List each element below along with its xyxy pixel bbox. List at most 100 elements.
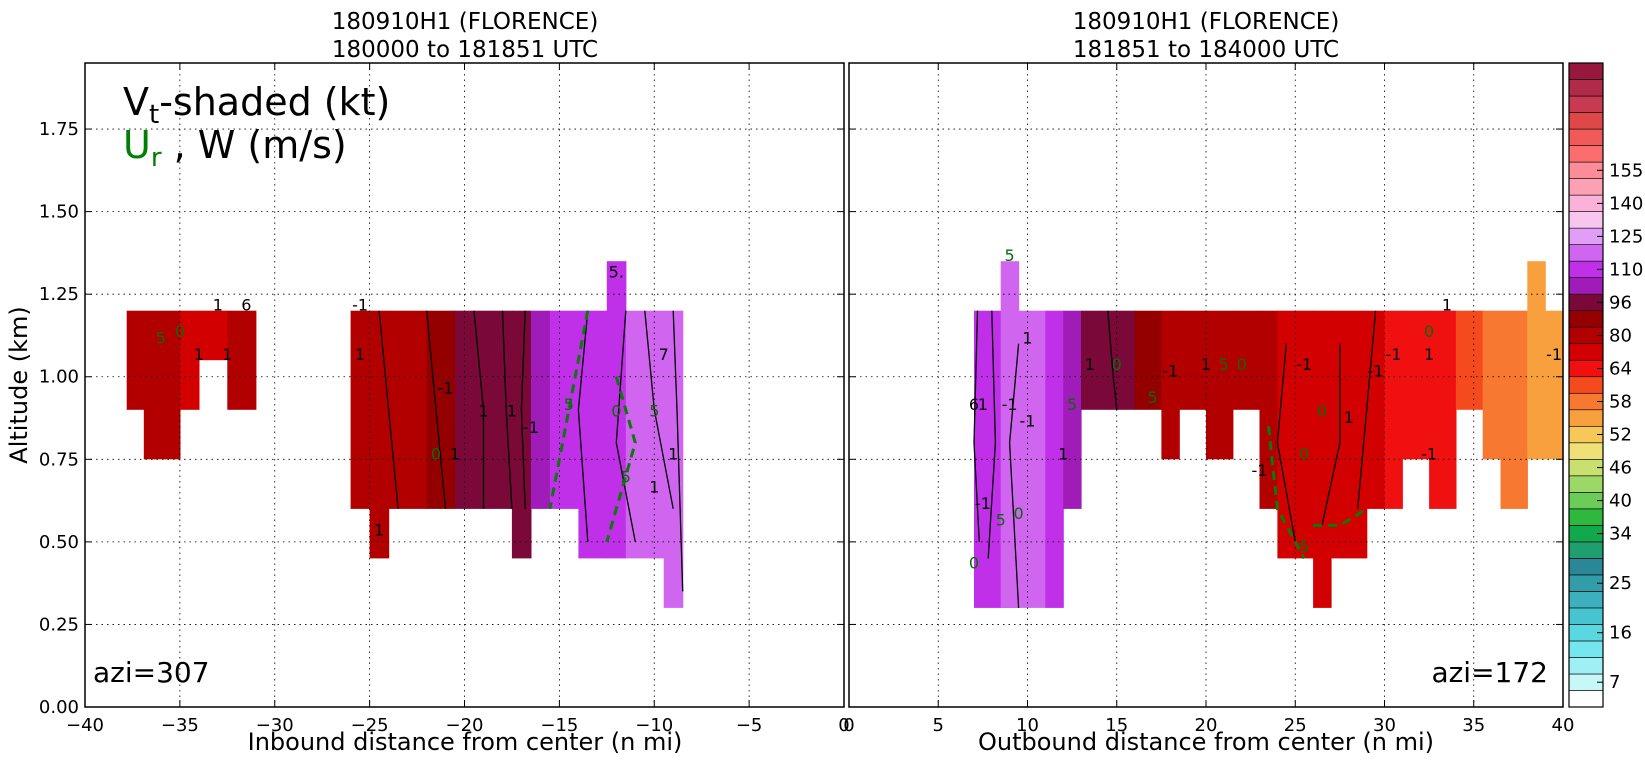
contour-label: -1 <box>1252 461 1268 480</box>
contour-label: -1 <box>1162 362 1178 381</box>
contour-label: 1 <box>213 296 223 315</box>
contour-label: 1 <box>1085 355 1095 374</box>
vt-cell <box>606 261 627 559</box>
vt-cell <box>143 310 181 460</box>
colorbar-swatch <box>1568 112 1604 130</box>
colorbar-swatch <box>1568 558 1604 576</box>
left-axis-ticks: −40 −35 −30 −25 −20 −15 −10 −5 0 0.00 0.25 0.50 0.75… <box>39 63 850 736</box>
x-tick-label: 35 <box>1462 715 1485 736</box>
colorbar-swatch <box>1568 128 1604 146</box>
vt-cell <box>1179 310 1207 410</box>
w-contour <box>1008 343 1020 608</box>
legend-text: Vt-shaded (kt) Ur , W (m/s) <box>123 80 390 173</box>
vt-cell <box>1063 310 1082 509</box>
x-tick-label: 30 <box>1373 715 1396 736</box>
colorbar-tick-label: 80 <box>1609 326 1632 347</box>
x-tick-label: 20 <box>1195 715 1218 736</box>
x-tick-label: 0 <box>838 715 849 736</box>
x-tick-label: 5 <box>933 715 944 736</box>
contour-label: 0 <box>1014 504 1024 523</box>
right-panel: 180910H1 (FLORENCE) 181851 to 184000 UTC… <box>843 9 1574 756</box>
x-tick-label: 15 <box>1105 715 1128 736</box>
contour-label: 1 <box>355 345 365 364</box>
colorbar-tick-label: 16 <box>1609 623 1632 644</box>
contour-label: 0 <box>1237 355 1247 374</box>
right-azimuth-label: azi=172 <box>1431 656 1548 689</box>
left-y-axis-label: Altitude (km) <box>5 306 33 463</box>
contour-label: -1 <box>1421 444 1437 463</box>
y-tick-label: 0.25 <box>39 614 79 635</box>
ur-contour <box>548 310 590 510</box>
vt-cell <box>1045 310 1064 608</box>
left-contours: 5 01 11 6 -11-10 11 1-115 0 555.711 <box>156 263 684 592</box>
x-tick-label: 10 <box>1016 715 1039 736</box>
colorbar-tick-label: 110 <box>1609 259 1643 280</box>
contour-label: 5 <box>564 395 574 414</box>
contour-label: 1 <box>1022 329 1032 348</box>
x-tick-label: −5 <box>736 715 763 736</box>
contour-label: 5 <box>1219 355 1229 374</box>
colorbar-swatch <box>1568 277 1604 295</box>
x-tick-label: −40 <box>66 715 104 736</box>
w-contour <box>1321 343 1341 526</box>
colorbar-swatch <box>1568 178 1604 196</box>
w-contour <box>987 310 997 559</box>
colorbar-swatch <box>1568 376 1604 394</box>
vt-cell <box>530 310 551 509</box>
left-vt-shading <box>126 261 684 608</box>
colorbar-tick-label: 96 <box>1609 292 1632 313</box>
colorbar-swatch <box>1568 145 1604 163</box>
colorbar-swatch <box>1568 95 1604 113</box>
contour-label: 0 <box>175 322 185 341</box>
colorbar-swatch <box>1568 442 1604 460</box>
colorbar-swatch <box>1568 475 1604 493</box>
vt-cell <box>578 310 608 559</box>
colorbar-swatch <box>1568 541 1604 559</box>
w-contour <box>520 310 526 509</box>
colorbar-swatch <box>1568 657 1604 675</box>
vt-cell <box>1161 310 1180 460</box>
colorbar-swatch <box>1568 640 1604 658</box>
legend-vt-symbol: V <box>123 80 149 124</box>
vt-cell <box>198 310 228 361</box>
contour-label: 0 <box>1317 401 1327 420</box>
colorbar-tick-label: 64 <box>1609 359 1632 380</box>
contour-label: 1 <box>1058 444 1068 463</box>
colorbar-swatch <box>1568 343 1604 361</box>
right-title-line1: 180910H1 (FLORENCE) <box>1073 9 1340 35</box>
contour-label: -1 <box>1296 355 1312 374</box>
vt-cell <box>1384 310 1403 509</box>
w-contour <box>672 310 684 592</box>
contour-label: 1 <box>450 444 460 463</box>
right-axis-ticks: 0 5 10 15 20 25 30 35 40 <box>843 63 1574 736</box>
legend-ur-subscript: r <box>151 143 162 173</box>
contour-label: 0 <box>611 401 621 420</box>
colorbar-tick-label: 155 <box>1609 160 1643 181</box>
x-tick-label: 25 <box>1284 715 1307 736</box>
left-azimuth-label: azi=307 <box>93 656 210 689</box>
vt-cell <box>1402 310 1430 460</box>
contour-label: 5 <box>1147 388 1157 407</box>
y-tick-label: 1.00 <box>39 367 79 388</box>
contour-label: 1 <box>1442 296 1452 315</box>
y-tick-label: 1.25 <box>39 284 79 305</box>
contour-label: -1 <box>352 296 368 315</box>
contour-label: 6 <box>241 296 251 315</box>
y-tick-label: 1.50 <box>39 202 79 223</box>
contour-label: 5 <box>1299 537 1309 556</box>
legend-ur-symbol: U <box>123 123 151 167</box>
x-tick-label: 0 <box>843 715 854 736</box>
legend-vt-subscript: t <box>149 100 159 130</box>
contour-label: 1 <box>978 395 988 414</box>
colorbar-swatch <box>1568 508 1604 526</box>
w-contour <box>1357 310 1377 509</box>
contour-label: -1 <box>1368 362 1384 381</box>
contour-label: 1 <box>194 345 204 364</box>
contour-label: 1 <box>668 444 678 463</box>
contour-label: -1 <box>523 418 539 437</box>
contour-label: 1 <box>1344 408 1354 427</box>
svg-text:Vt-shaded (kt): Vt-shaded (kt) <box>123 80 390 130</box>
left-x-axis-label: Inbound distance from center (n mi) <box>248 728 683 756</box>
colorbar-tick-label: 25 <box>1609 573 1632 594</box>
ur-contour <box>1313 507 1368 527</box>
